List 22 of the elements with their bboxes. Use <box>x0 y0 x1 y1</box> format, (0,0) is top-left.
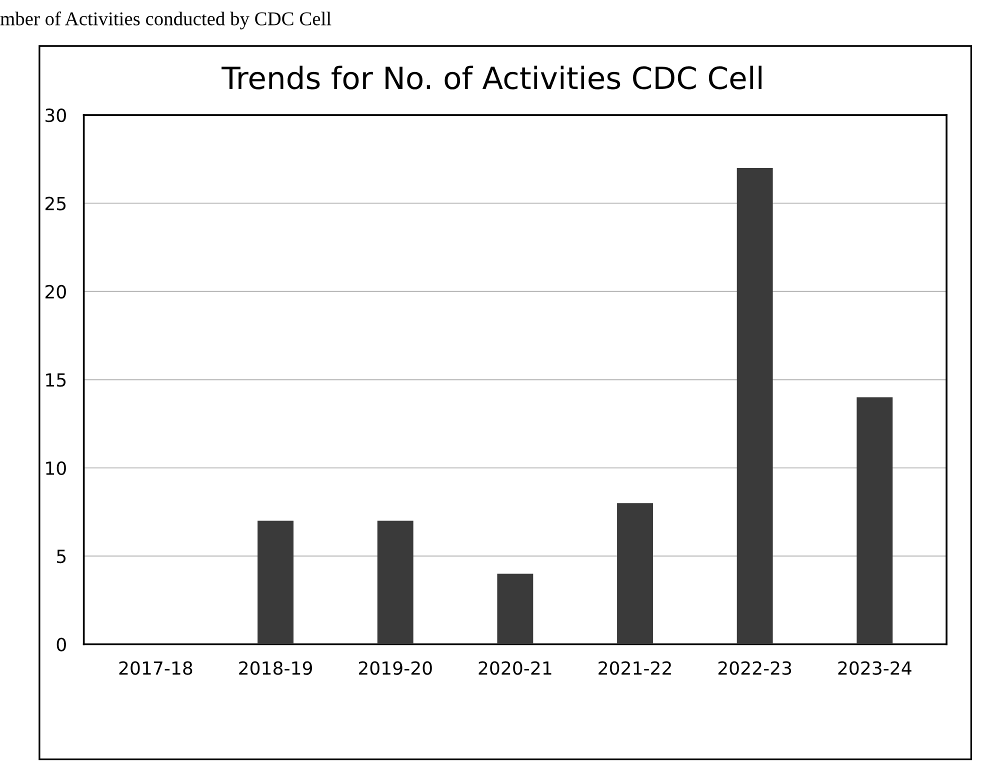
x-tick-label: 2023-24 <box>838 661 912 675</box>
y-tick-label: 30 <box>46 108 66 122</box>
y-tick-label: 25 <box>45 196 66 210</box>
x-tick-label: 2022-23 <box>718 661 792 675</box>
x-tick-label: 2019-20 <box>358 661 432 675</box>
y-tick-label: 20 <box>45 284 66 299</box>
y-tick-label: 5 <box>57 550 66 564</box>
y-tick-label: 15 <box>46 373 66 387</box>
x-tick-label: 2020-21 <box>478 661 552 675</box>
text: mber of Activities conducted by CDC Cell <box>0 12 332 30</box>
x-tick-label: 2017-18 <box>119 661 192 675</box>
bar <box>377 520 414 644</box>
bar <box>497 574 534 644</box>
y-tick-label: 10 <box>46 461 66 475</box>
chart-title: Trends for No. of Activities CDC Cell <box>222 66 762 90</box>
bar <box>258 520 294 644</box>
y-tick-label: 0 <box>56 638 66 652</box>
bar <box>856 397 893 644</box>
bar <box>617 503 653 644</box>
x-tick-label: 2018-19 <box>239 661 312 675</box>
bar <box>736 168 773 644</box>
x-tick-label: 2021-22 <box>598 661 671 675</box>
